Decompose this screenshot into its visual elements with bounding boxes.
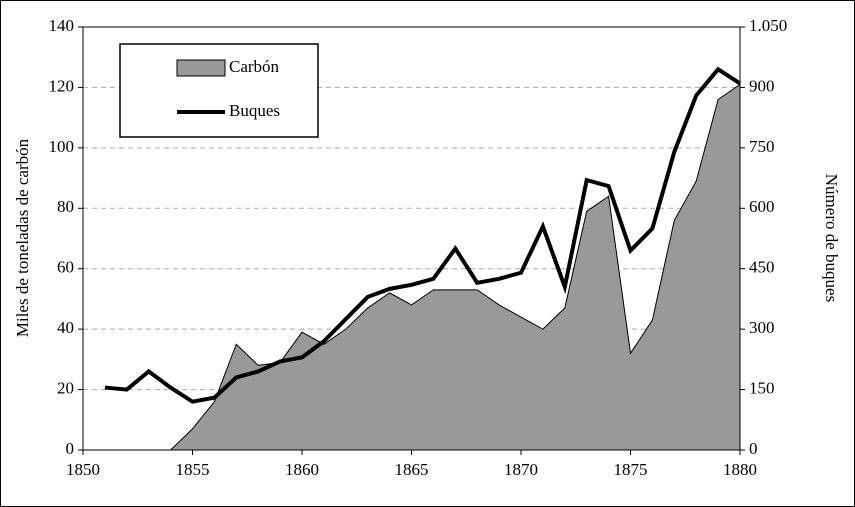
legend-box [119,43,319,138]
line [104,66,742,404]
y-tick-label: 140 [49,16,75,35]
y-tick-label: 80 [57,197,74,216]
x-tick-label: 1870 [504,460,538,479]
y-axis-label: Miles de toneladas de carbón [13,138,32,337]
y2-tick-label: 450 [749,258,775,277]
x-tick-label: 1860 [285,460,319,479]
y2-axis-label: Número de buques [822,174,841,302]
legend-label: Buques [229,101,280,120]
y-tick-label: 100 [49,137,75,156]
y2-tick-label: 600 [749,197,775,216]
y2-tick-label: 750 [749,137,775,156]
x-tick-label: 1855 [176,460,210,479]
y2-tick-label: 300 [749,318,775,337]
y-tick-label: 120 [49,76,75,95]
y2-tick-label: 150 [749,378,775,397]
y-tick-label: 40 [57,318,74,337]
legend-swatch [176,59,226,77]
y-tick-label: 20 [57,378,74,397]
y-tick-label: 0 [66,439,75,458]
x-tick-label: 1865 [395,460,429,479]
legend-label: Carbón [229,57,280,76]
y2-tick-label: 0 [749,439,758,458]
y2-tick-label: 1.050 [749,16,787,35]
y2-tick-label: 900 [749,76,775,95]
y-tick-label: 60 [57,258,74,277]
x-tick-label: 1850 [66,460,100,479]
x-tick-label: 1880 [723,460,757,479]
x-tick-label: 1875 [614,460,648,479]
